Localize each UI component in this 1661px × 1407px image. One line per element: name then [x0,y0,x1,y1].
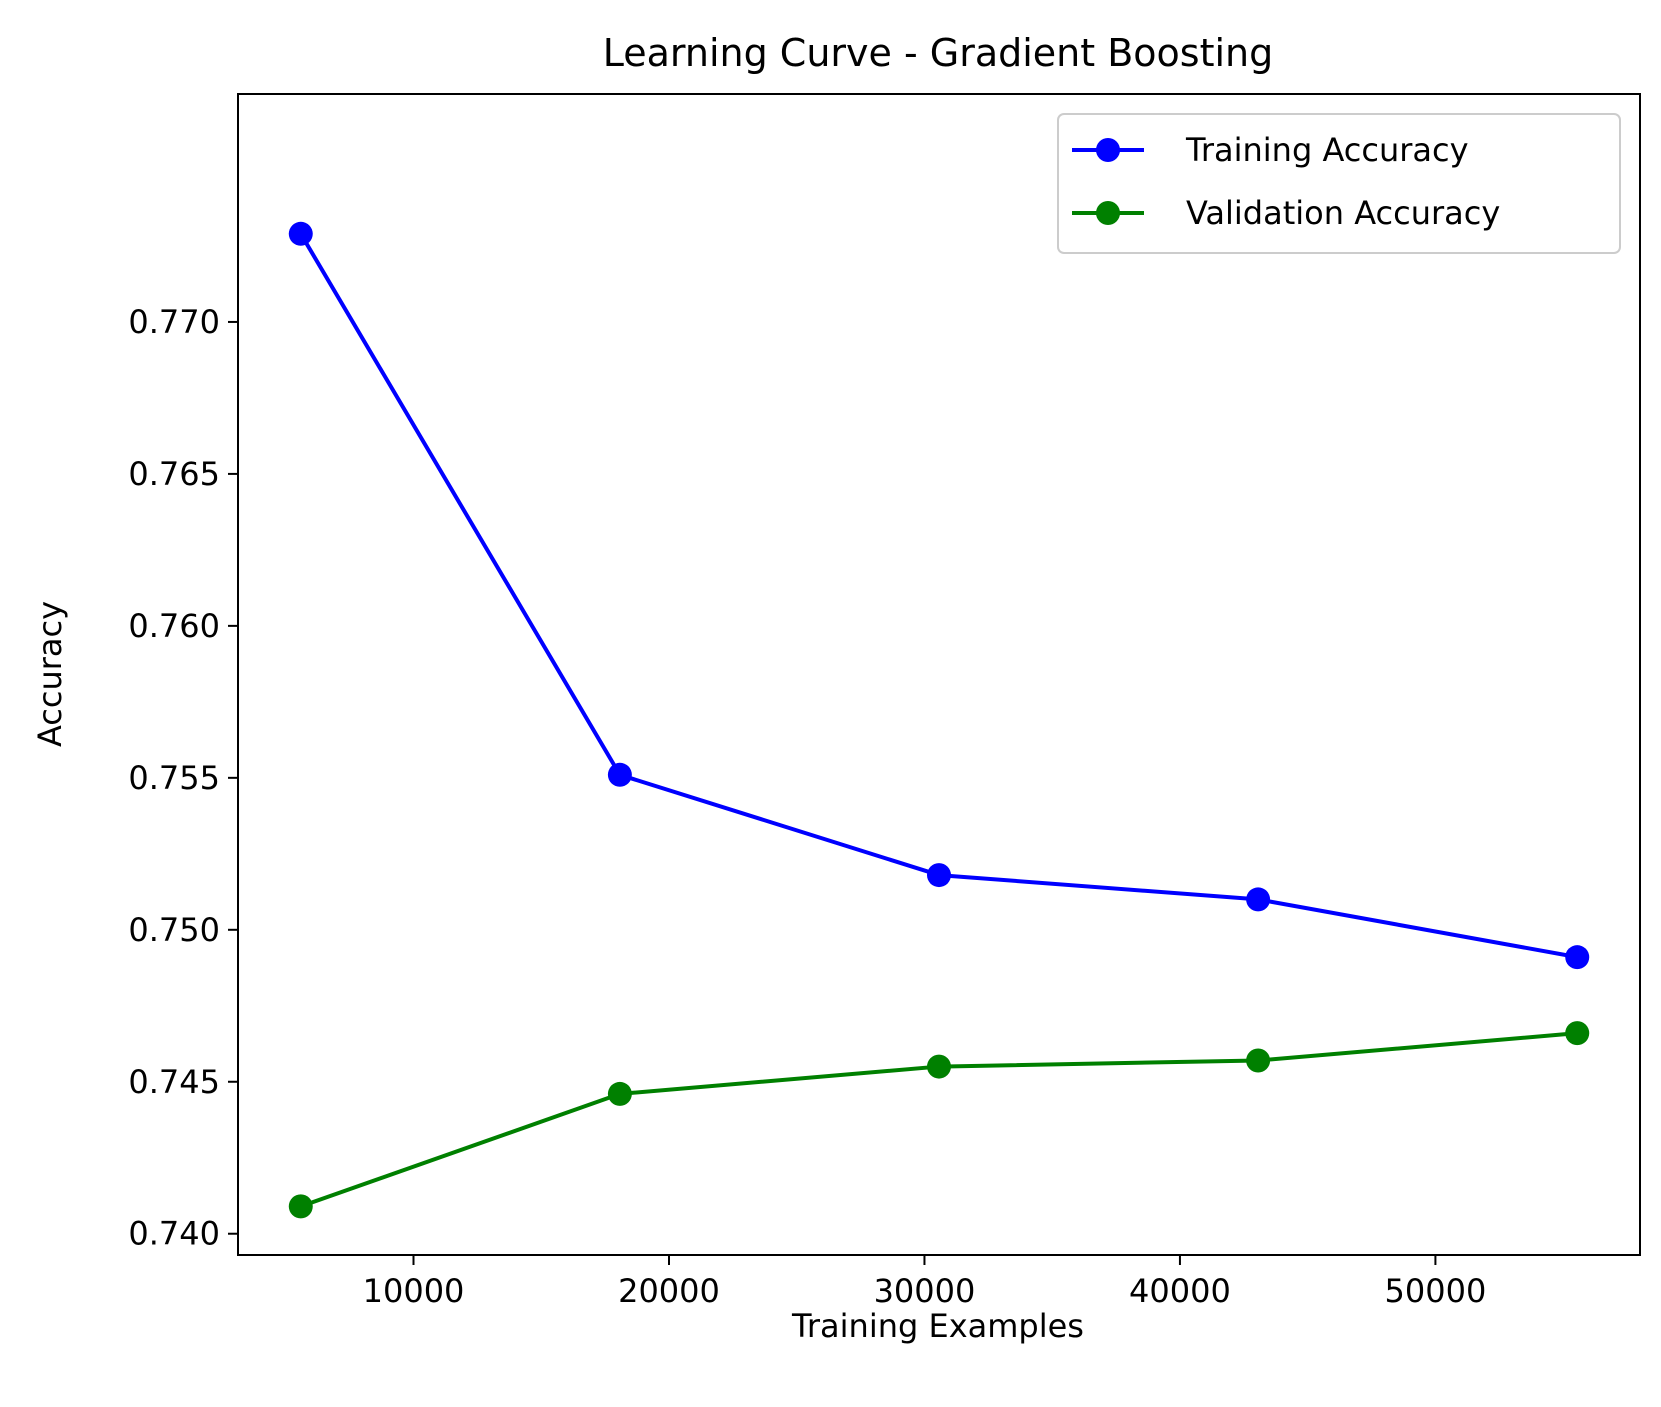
legend: Training Accuracy Validation Accuracy [1057,113,1621,254]
y-tick-label: 0.760 [128,607,220,645]
data-point [1246,1048,1271,1073]
x-tick-label: 50000 [1385,1272,1487,1310]
y-tick-label: 0.765 [128,455,220,493]
data-point [927,1054,951,1079]
data-point [607,1081,632,1106]
data-point [1565,945,1590,970]
data-point [288,1194,313,1219]
y-axis-label: Accuracy [31,601,69,747]
x-tick-label: 30000 [874,1272,976,1310]
y-tick-label: 0.770 [128,303,220,341]
x-tick-label: 20000 [618,1272,720,1310]
x-axis: 10000 20000 30000 40000 50000 [363,1255,1487,1310]
y-axis: 0.740 0.745 0.750 0.755 0.760 0.765 0.770 [128,303,238,1253]
series-layer [288,221,1590,1219]
legend-item-1: Validation Accuracy [1072,194,1500,232]
x-axis-label: Training Examples [791,1307,1084,1345]
data-point [1246,887,1271,912]
y-tick-label: 0.745 [128,1063,220,1101]
data-point [288,221,313,246]
series-0 [288,221,1590,970]
legend-label: Validation Accuracy [1186,194,1500,232]
plot-area [237,93,1641,1256]
legend-marker [1096,201,1120,225]
x-tick-label: 10000 [363,1272,465,1310]
x-tick-label: 40000 [1129,1272,1231,1310]
axes-frame [237,93,1641,1256]
legend-item-0: Training Accuracy [1072,131,1469,169]
legend-marker [1096,138,1120,162]
legend-box [1057,113,1621,254]
y-tick-label: 0.740 [128,1215,220,1253]
data-point [1565,1021,1590,1046]
data-point [607,762,632,787]
series-1 [288,1021,1590,1219]
y-tick-label: 0.755 [128,759,220,797]
chart-title: Learning Curve - Gradient Boosting [603,31,1274,75]
y-tick-label: 0.750 [128,911,220,949]
legend-label: Training Accuracy [1185,131,1469,169]
data-point [927,863,951,888]
legend-items: Training Accuracy Validation Accuracy [1072,131,1500,232]
